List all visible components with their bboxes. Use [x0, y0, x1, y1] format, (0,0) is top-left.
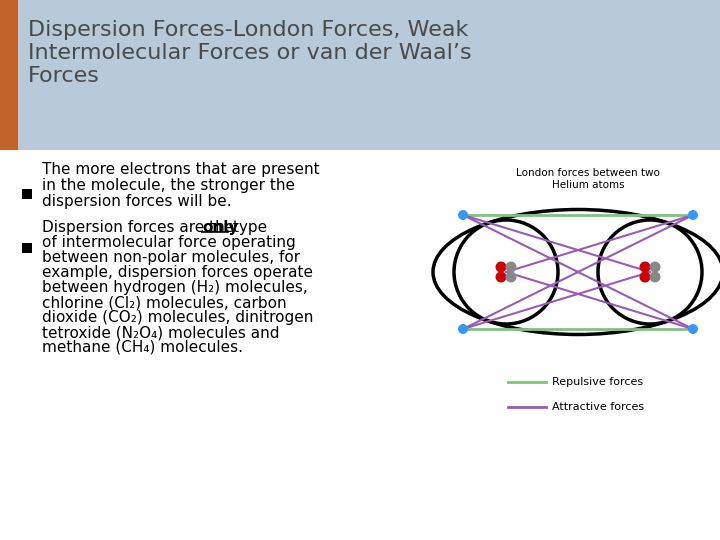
Text: methane (CH₄) molecules.: methane (CH₄) molecules.: [42, 340, 243, 355]
Circle shape: [458, 324, 468, 334]
Text: Repulsive forces: Repulsive forces: [552, 377, 643, 387]
Circle shape: [649, 272, 660, 282]
Text: example, dispersion forces operate: example, dispersion forces operate: [42, 265, 313, 280]
Circle shape: [688, 210, 698, 220]
FancyBboxPatch shape: [0, 0, 18, 150]
FancyBboxPatch shape: [22, 189, 32, 199]
Circle shape: [505, 272, 516, 282]
Text: of intermolecular force operating: of intermolecular force operating: [42, 235, 296, 250]
Text: tetroxide (N₂O₄) molecules and: tetroxide (N₂O₄) molecules and: [42, 325, 279, 340]
Text: between non-polar molecules, for: between non-polar molecules, for: [42, 250, 300, 265]
Text: The more electrons that are present: The more electrons that are present: [42, 162, 320, 177]
FancyBboxPatch shape: [22, 243, 32, 253]
Text: between hydrogen (H₂) molecules,: between hydrogen (H₂) molecules,: [42, 280, 307, 295]
Text: Attractive forces: Attractive forces: [552, 402, 644, 412]
Text: dioxide (CO₂) molecules, dinitrogen: dioxide (CO₂) molecules, dinitrogen: [42, 310, 313, 325]
Circle shape: [639, 272, 650, 282]
Circle shape: [495, 261, 506, 273]
Circle shape: [505, 261, 516, 273]
Text: chlorine (Cl₂) molecules, carbon: chlorine (Cl₂) molecules, carbon: [42, 295, 287, 310]
Circle shape: [649, 261, 660, 273]
Text: dispersion forces will be.: dispersion forces will be.: [42, 194, 232, 209]
Circle shape: [458, 210, 468, 220]
Text: London forces between two
Helium atoms: London forces between two Helium atoms: [516, 168, 660, 190]
FancyBboxPatch shape: [0, 0, 720, 150]
Circle shape: [688, 324, 698, 334]
Text: Forces: Forces: [28, 66, 100, 86]
Text: only: only: [202, 220, 238, 235]
Text: Intermolecular Forces or van der Waal’s: Intermolecular Forces or van der Waal’s: [28, 43, 472, 63]
Text: Dispersion Forces-London Forces, Weak: Dispersion Forces-London Forces, Weak: [28, 20, 469, 40]
Text: type: type: [228, 220, 267, 235]
Circle shape: [639, 261, 650, 273]
Text: in the molecule, the stronger the: in the molecule, the stronger the: [42, 178, 295, 193]
Text: Dispersion forces are the: Dispersion forces are the: [42, 220, 239, 235]
Circle shape: [495, 272, 506, 282]
